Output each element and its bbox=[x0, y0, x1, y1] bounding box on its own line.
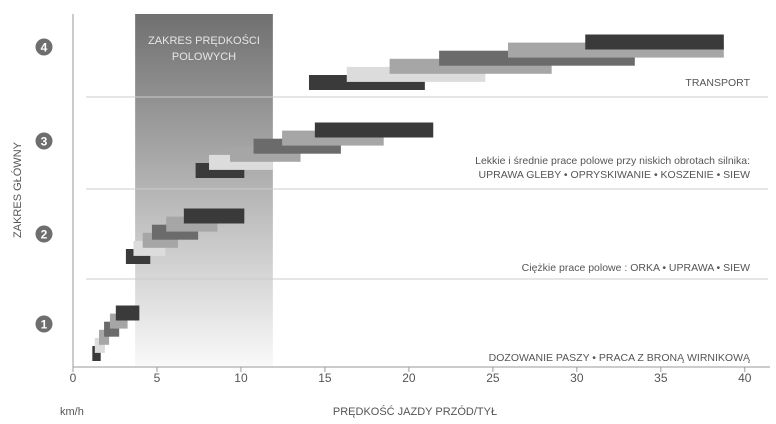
x-tick-label: 5 bbox=[154, 371, 161, 385]
annotation-light: UPRAWA GLEBY • OPRYSKIWANIE • KOSZENIE •… bbox=[479, 169, 751, 181]
y-axis-title: ZAKRES GŁÓWNY bbox=[11, 141, 24, 238]
annotation-heavy: Ciężkie prace polowe : ORKA • UPRAWA • S… bbox=[522, 262, 750, 274]
annotations: TRANSPORT Lekkie i średnie prace polowe p… bbox=[475, 77, 751, 364]
gear-marker-label: 2 bbox=[41, 227, 48, 241]
gear-marker-label: 3 bbox=[41, 134, 48, 148]
gear-marker-circle bbox=[35, 132, 53, 150]
field-zone-label-line1: ZAKRES PRĘDKOŚCI bbox=[148, 34, 260, 47]
speed-range-bar bbox=[99, 329, 110, 345]
gear-marker-circle bbox=[35, 315, 53, 333]
gear-marker-circle bbox=[35, 225, 53, 243]
x-tick-label: 20 bbox=[402, 371, 416, 385]
x-tick-label: 0 bbox=[70, 371, 77, 385]
speed-bars bbox=[92, 34, 724, 361]
gear-marker-label: 1 bbox=[41, 317, 48, 331]
speed-range-bar bbox=[585, 34, 724, 50]
annotation-feed: DOZOWANIE PASZY • PRACA Z BRONĄ WIRNIKOW… bbox=[489, 352, 751, 364]
x-tick-label: 25 bbox=[486, 371, 500, 385]
gear-marker-circle bbox=[35, 38, 53, 56]
x-tick-label: 30 bbox=[570, 371, 584, 385]
speed-range-bar bbox=[92, 346, 101, 361]
annotation-transport: TRANSPORT bbox=[685, 77, 750, 89]
speed-range-bar bbox=[115, 305, 140, 321]
annotation-light: Lekkie i średnie prace polowe przy niski… bbox=[475, 155, 750, 167]
gear-separators bbox=[86, 96, 768, 280]
speed-range-bar bbox=[183, 208, 245, 224]
gear-markers: 1 2 3 4 bbox=[35, 38, 53, 333]
gear-marker-label: 4 bbox=[41, 40, 48, 54]
field-speed-zone bbox=[135, 14, 273, 367]
speed-range-bar bbox=[94, 337, 105, 353]
x-tick-label: 15 bbox=[318, 371, 332, 385]
x-tick-label: 40 bbox=[738, 371, 752, 385]
x-tick-label: 35 bbox=[654, 371, 668, 385]
x-axis-ticks: 0 5 10 15 20 25 30 35 40 bbox=[70, 367, 752, 385]
x-unit-label: km/h bbox=[60, 406, 84, 418]
speed-range-bar bbox=[314, 122, 434, 138]
x-tick-label: 10 bbox=[234, 371, 248, 385]
x-axis-title: PRĘDKOŚĆ JAZDY PRZÓD/TYŁ bbox=[333, 405, 497, 418]
field-zone-label-line2: POLOWYCH bbox=[172, 51, 236, 63]
